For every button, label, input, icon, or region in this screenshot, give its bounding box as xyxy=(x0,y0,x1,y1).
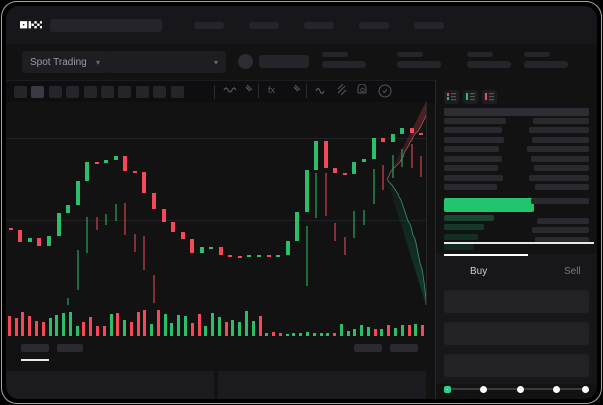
svg-text:fx: fx xyxy=(268,85,276,95)
